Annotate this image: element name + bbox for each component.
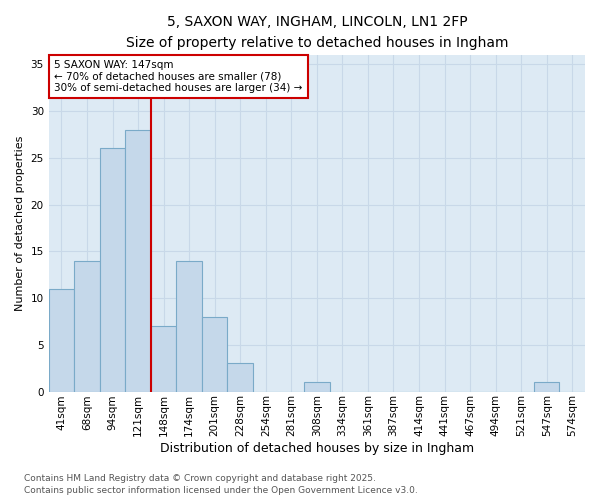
Bar xyxy=(534,382,559,392)
X-axis label: Distribution of detached houses by size in Ingham: Distribution of detached houses by size … xyxy=(160,442,474,455)
Y-axis label: Number of detached properties: Number of detached properties xyxy=(15,136,25,311)
Bar xyxy=(151,326,176,392)
Bar xyxy=(49,288,74,392)
Title: 5, SAXON WAY, INGHAM, LINCOLN, LN1 2FP
Size of property relative to detached hou: 5, SAXON WAY, INGHAM, LINCOLN, LN1 2FP S… xyxy=(125,15,508,50)
Bar xyxy=(100,148,125,392)
Bar xyxy=(74,260,100,392)
Bar xyxy=(227,364,253,392)
Bar xyxy=(304,382,329,392)
Bar xyxy=(176,260,202,392)
Text: Contains HM Land Registry data © Crown copyright and database right 2025.
Contai: Contains HM Land Registry data © Crown c… xyxy=(24,474,418,495)
Text: 5 SAXON WAY: 147sqm
← 70% of detached houses are smaller (78)
30% of semi-detach: 5 SAXON WAY: 147sqm ← 70% of detached ho… xyxy=(54,60,302,93)
Bar xyxy=(125,130,151,392)
Bar xyxy=(202,316,227,392)
